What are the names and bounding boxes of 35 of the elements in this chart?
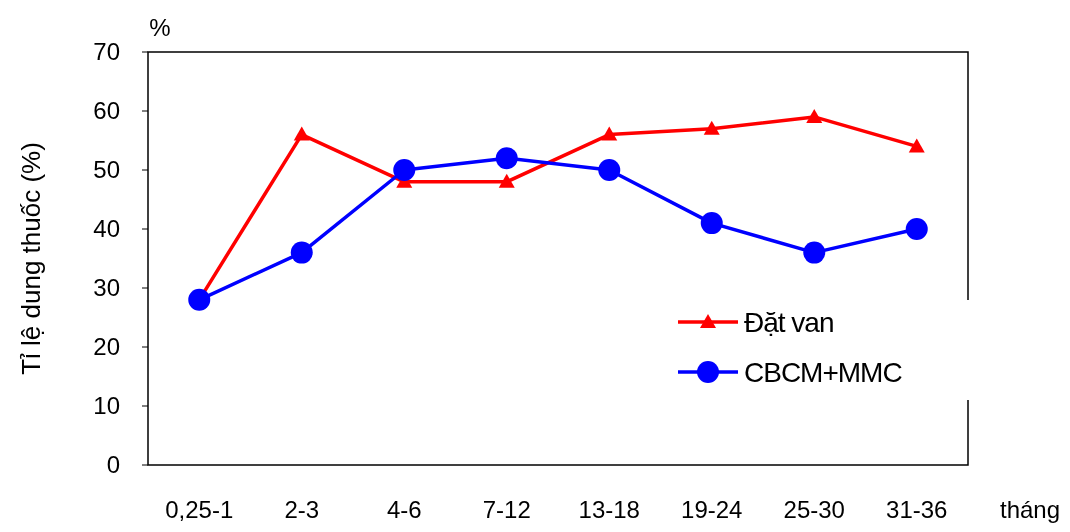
legend-label: CBCM+MMC [744,356,903,388]
x-tick-label: 31-36 [886,496,948,523]
x-tick-label: 19-24 [681,496,743,523]
y-tick-label: 70 [93,38,120,66]
point [393,159,416,181]
y-tick-label: 40 [93,215,120,243]
point [188,288,211,311]
point [905,218,928,240]
text: % [149,14,171,41]
y-tick-label: 30 [93,274,120,302]
y-tick-label: 60 [93,97,120,125]
y-axis-title: Tỉ lệ dung thuốc (%) [16,142,46,375]
x-tick-label: 25-30 [783,496,845,523]
point [601,126,618,141]
x-tick-label: 13-18 [578,496,640,523]
point [803,241,826,264]
point [495,147,518,170]
x-axis-title: tháng [999,496,1061,523]
x-tick-label: 4-6 [386,496,422,523]
x-tick-label: 0,25-1 [165,496,234,523]
y-tick-label: 10 [93,392,120,420]
y-tick-label: 50 [93,156,120,184]
x-tick-label: 7-12 [482,496,531,523]
point [290,241,313,264]
point [806,108,823,123]
point [703,120,720,135]
y-tick-label: 20 [93,333,120,361]
point [908,138,925,153]
y-tick-label: 0 [106,451,120,479]
point [700,212,723,235]
point [498,173,515,188]
point [598,159,621,181]
point [293,126,310,141]
legend-label: Đặt van [744,306,834,338]
x-tick-label: 2-3 [284,496,320,523]
